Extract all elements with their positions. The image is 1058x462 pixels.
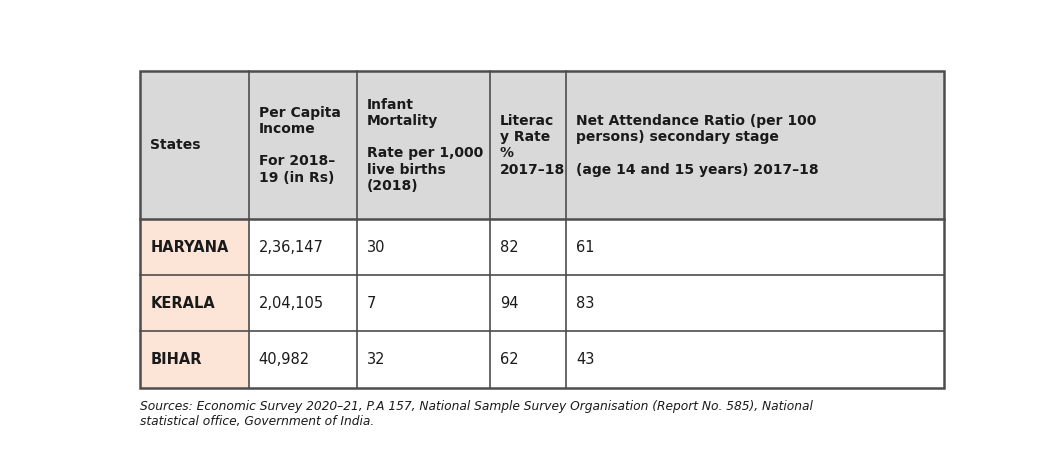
- Bar: [141, 332, 249, 388]
- Text: Infant
Mortality

Rate per 1,000
live births
(2018): Infant Mortality Rate per 1,000 live bir…: [367, 98, 484, 193]
- Text: Net Attendance Ratio (per 100
persons) secondary stage

(age 14 and 15 years) 20: Net Attendance Ratio (per 100 persons) s…: [577, 114, 819, 176]
- Text: Per Capita
Income

For 2018–
19 (in Rs): Per Capita Income For 2018– 19 (in Rs): [259, 106, 341, 185]
- Text: 83: 83: [577, 296, 595, 311]
- Bar: [141, 72, 944, 219]
- Text: 43: 43: [577, 352, 595, 367]
- Text: HARYANA: HARYANA: [150, 240, 229, 255]
- Bar: [358, 219, 490, 275]
- Text: 30: 30: [367, 240, 386, 255]
- Bar: [490, 219, 566, 275]
- Text: 62: 62: [499, 352, 518, 367]
- Text: 61: 61: [577, 240, 595, 255]
- Bar: [249, 275, 358, 332]
- Text: 7: 7: [367, 296, 377, 311]
- Bar: [566, 219, 944, 275]
- Bar: [141, 72, 944, 388]
- Bar: [490, 332, 566, 388]
- Text: Literac
y Rate
%
2017–18: Literac y Rate % 2017–18: [499, 114, 565, 176]
- Text: Sources: Economic Survey 2020–21, P.A 157, National Sample Survey Organisation (: Sources: Economic Survey 2020–21, P.A 15…: [141, 400, 814, 428]
- Text: 2,36,147: 2,36,147: [259, 240, 324, 255]
- Text: 40,982: 40,982: [259, 352, 310, 367]
- Bar: [249, 332, 358, 388]
- Text: BIHAR: BIHAR: [150, 352, 202, 367]
- Bar: [358, 275, 490, 332]
- Bar: [566, 275, 944, 332]
- Bar: [141, 219, 249, 275]
- Text: States: States: [150, 138, 201, 152]
- Text: KERALA: KERALA: [150, 296, 215, 311]
- Bar: [249, 219, 358, 275]
- Text: 2,04,105: 2,04,105: [259, 296, 324, 311]
- Text: 32: 32: [367, 352, 386, 367]
- Text: 94: 94: [499, 296, 518, 311]
- Bar: [358, 332, 490, 388]
- Text: 82: 82: [499, 240, 518, 255]
- Bar: [141, 275, 249, 332]
- Bar: [490, 275, 566, 332]
- Bar: [566, 332, 944, 388]
